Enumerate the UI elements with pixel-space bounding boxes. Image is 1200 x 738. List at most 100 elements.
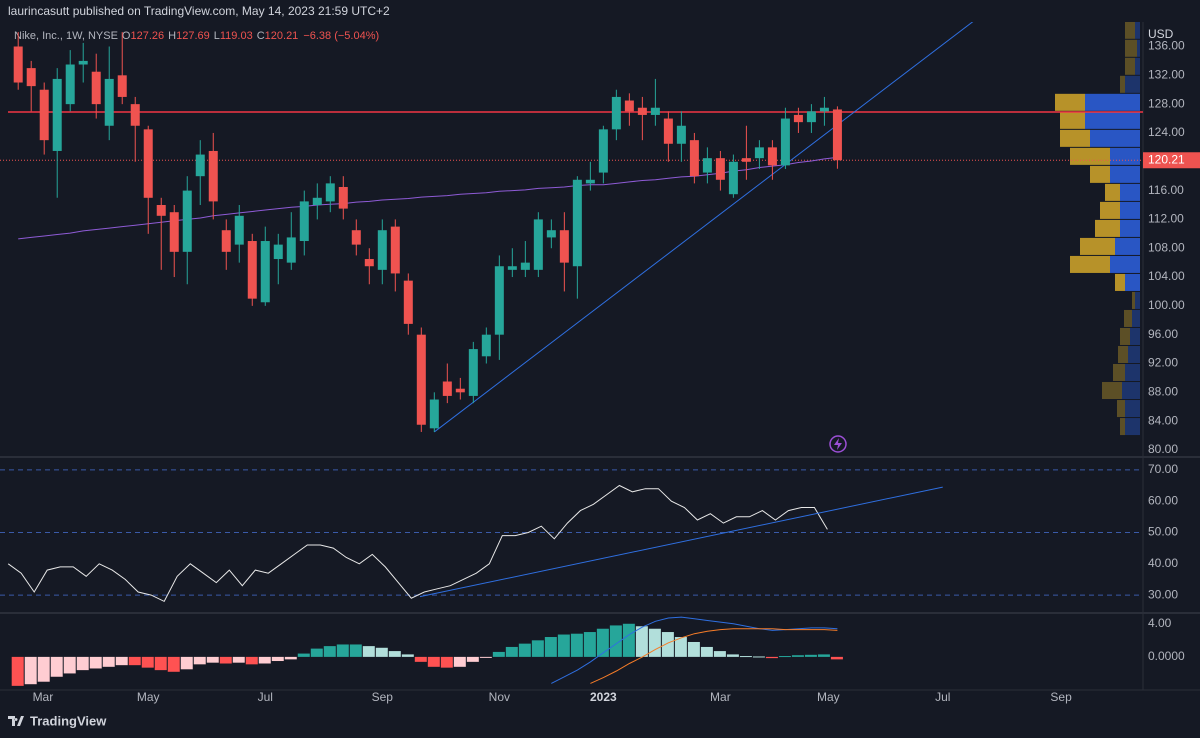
currency: USD bbox=[1148, 27, 1174, 41]
candle-body bbox=[741, 158, 751, 162]
legend: Nike, Inc., 1W, NYSE O127.26 H127.69 L119.0… bbox=[14, 30, 379, 42]
y-tick-label: 84.00 bbox=[1148, 413, 1178, 427]
last-price-label: 120.21 bbox=[1148, 152, 1185, 166]
candle-body bbox=[728, 161, 738, 195]
candle-body bbox=[104, 78, 114, 126]
x-tick-label: Jul bbox=[258, 690, 273, 704]
x-tick-label: May bbox=[817, 690, 840, 704]
vp-down bbox=[1132, 291, 1135, 309]
macd-histogram-bar bbox=[11, 656, 24, 686]
macd-histogram-bar bbox=[362, 646, 375, 657]
macd-histogram-bar bbox=[713, 651, 726, 657]
macd-histogram-bar bbox=[141, 656, 154, 668]
y-tick-label: 136.00 bbox=[1148, 39, 1185, 53]
vp-down bbox=[1113, 364, 1125, 382]
y-tick-label: 88.00 bbox=[1148, 384, 1178, 398]
candle-body bbox=[663, 118, 673, 144]
legend-value: 127.69 bbox=[176, 30, 210, 42]
y-tick-label: 116.00 bbox=[1148, 183, 1184, 197]
legend-value: 127.26 bbox=[130, 30, 164, 42]
candle-body bbox=[442, 381, 452, 396]
candle-body bbox=[780, 118, 790, 166]
vp-down bbox=[1120, 75, 1125, 93]
macd-histogram-bar bbox=[89, 656, 102, 669]
y-tick-label: 108.00 bbox=[1148, 240, 1185, 254]
y-tick-label: 50.00 bbox=[1148, 525, 1178, 539]
legend-symbol: Nike, Inc., 1W, NYSE bbox=[14, 30, 118, 42]
y-tick-label: 96.00 bbox=[1148, 327, 1178, 341]
y-tick-label: 104.00 bbox=[1148, 269, 1185, 283]
vp-down bbox=[1115, 273, 1125, 291]
vp-up bbox=[1120, 201, 1140, 219]
candle-body bbox=[247, 241, 257, 299]
macd-histogram-bar bbox=[661, 632, 674, 657]
trendline bbox=[434, 22, 974, 433]
candle-body bbox=[377, 230, 387, 270]
macd-histogram-bar bbox=[76, 656, 89, 671]
macd-histogram-bar bbox=[180, 656, 193, 670]
candle-body bbox=[403, 280, 413, 324]
y-tick-label: 92.00 bbox=[1148, 356, 1178, 370]
y-tick-label: 70.00 bbox=[1148, 462, 1178, 476]
y-tick-label: 40.00 bbox=[1148, 556, 1178, 570]
vp-down bbox=[1100, 201, 1120, 219]
macd-histogram-bar bbox=[323, 646, 336, 657]
rsi-pane bbox=[0, 469, 1143, 603]
vp-down bbox=[1055, 93, 1085, 111]
candle-body bbox=[559, 230, 569, 263]
candle-body bbox=[754, 147, 764, 159]
vp-up bbox=[1125, 400, 1140, 418]
vp-up bbox=[1132, 309, 1140, 327]
macd-histogram-bar bbox=[401, 654, 414, 657]
macd-histogram-bar bbox=[102, 656, 115, 667]
candle-body bbox=[169, 212, 179, 252]
vp-up bbox=[1125, 75, 1140, 93]
candle-body bbox=[676, 125, 686, 144]
alert-icon bbox=[829, 435, 847, 453]
macd-histogram-bar bbox=[531, 640, 544, 657]
macd-histogram-bar bbox=[765, 656, 778, 659]
candle-body bbox=[624, 100, 634, 112]
last-price-box bbox=[1143, 152, 1200, 169]
macd-histogram-bar bbox=[700, 646, 713, 657]
rsi-line bbox=[7, 484, 828, 603]
vp-up bbox=[1135, 22, 1140, 39]
vp-down bbox=[1080, 237, 1115, 255]
macd-histogram-bar bbox=[167, 656, 180, 672]
vp-down bbox=[1070, 255, 1110, 273]
candle-body bbox=[221, 230, 231, 252]
candle-body bbox=[520, 262, 530, 270]
macd-histogram-bar bbox=[297, 653, 310, 657]
candle-body bbox=[52, 78, 62, 151]
y-tick-label: 100.00 bbox=[1148, 298, 1185, 312]
vp-up bbox=[1085, 111, 1140, 129]
macd-histogram-bar bbox=[674, 637, 687, 657]
candle-body bbox=[117, 75, 127, 97]
candle-body bbox=[13, 46, 23, 83]
vp-down bbox=[1090, 165, 1110, 183]
x-tick-label: 2023 bbox=[590, 690, 617, 704]
macd-histogram-bar bbox=[739, 656, 752, 658]
macd-histogram-bar bbox=[63, 656, 76, 674]
macd-histogram-bar bbox=[271, 656, 284, 662]
candle-body bbox=[156, 204, 166, 216]
macd-histogram-bar bbox=[440, 656, 453, 668]
vp-up bbox=[1125, 364, 1140, 382]
macd-histogram-bar bbox=[492, 651, 505, 657]
macd-histogram-bar bbox=[557, 634, 570, 657]
macd-histogram-bar bbox=[349, 644, 362, 657]
candle-body bbox=[533, 219, 543, 270]
candle-body bbox=[143, 129, 153, 198]
candle-body bbox=[390, 226, 400, 274]
legend-value: 120.21 bbox=[265, 30, 299, 42]
candle-body bbox=[598, 129, 608, 173]
macd-histogram-bar bbox=[648, 628, 661, 657]
macd-histogram-bar bbox=[583, 632, 596, 657]
macd-histogram-bar bbox=[128, 656, 141, 666]
candle-body bbox=[585, 179, 595, 184]
macd-histogram-bar bbox=[791, 655, 804, 657]
candle-body bbox=[455, 388, 465, 393]
vp-down bbox=[1125, 39, 1137, 57]
candle-body bbox=[299, 201, 309, 242]
